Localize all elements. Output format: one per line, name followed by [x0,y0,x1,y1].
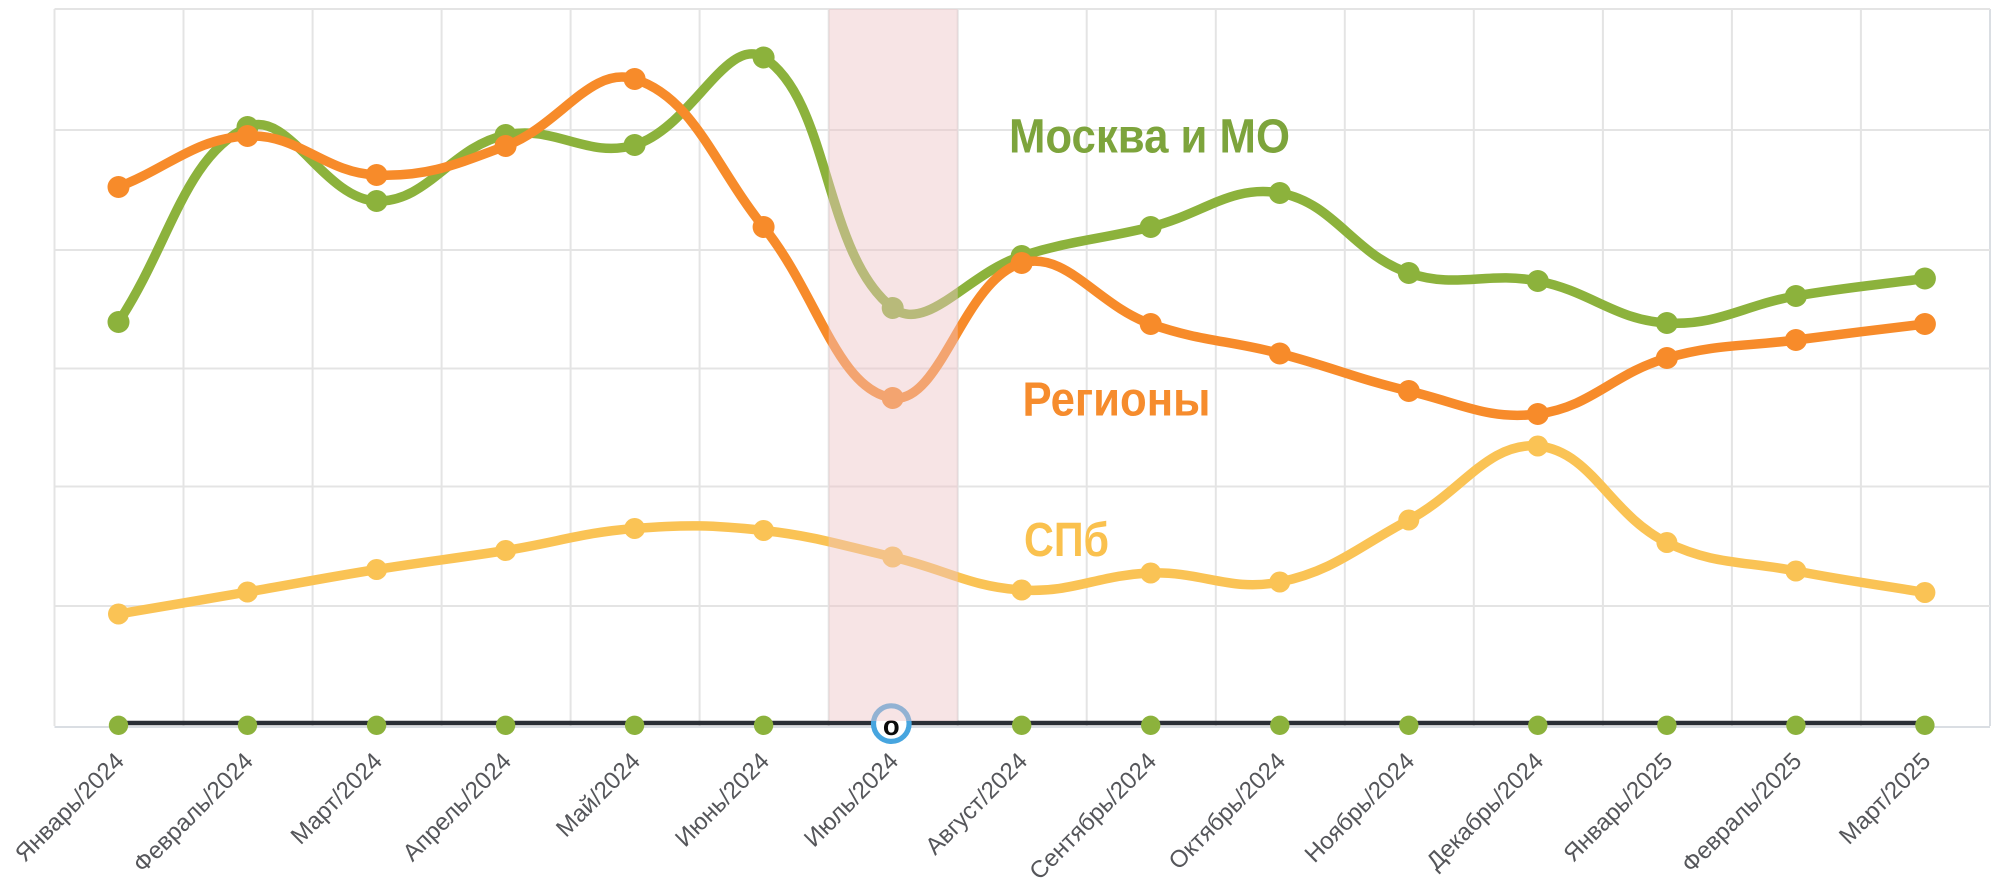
svg-text:о: о [883,710,900,741]
svg-text:Регионы: Регионы [1023,374,1211,427]
svg-text:СПб: СПб [1024,514,1109,567]
svg-text:Москва и МО: Москва и МО [1009,111,1290,164]
